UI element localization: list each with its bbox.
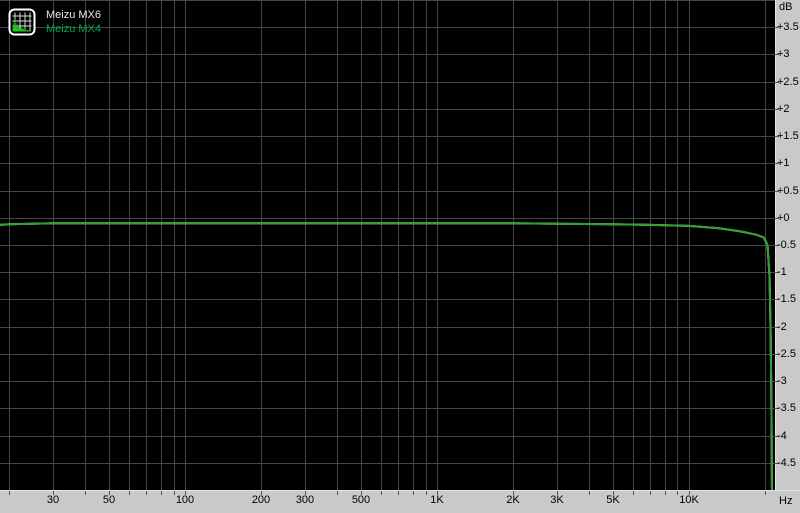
y-tick-label: -1: [777, 266, 787, 278]
y-tick-label: -4: [777, 430, 787, 442]
x-tick-mark: [398, 491, 399, 495]
x-tick-mark: [689, 491, 690, 495]
y-tick-label: +0.5: [777, 185, 799, 197]
x-tick-mark: [613, 491, 614, 495]
x-tick-label: 5K: [606, 494, 620, 506]
x-tick-mark: [85, 491, 86, 495]
y-tick-mark: [775, 136, 779, 137]
x-tick-mark: [513, 491, 514, 495]
y-tick-mark: [775, 109, 779, 110]
y-tick-mark: [775, 191, 779, 192]
y-tick-mark: [775, 54, 779, 55]
x-tick-mark: [305, 491, 306, 495]
y-tick-label: +3.5: [777, 21, 799, 33]
x-tick-mark: [337, 491, 338, 495]
y-tick-mark: [775, 354, 779, 355]
y-tick-mark: [775, 327, 779, 328]
y-tick-label: -0.5: [777, 239, 796, 251]
legend-item-meizu-mx6: Meizu MX6: [46, 9, 102, 21]
y-tick-label: -3: [777, 375, 787, 387]
y-tick-mark: [775, 82, 779, 83]
x-tick-mark: [650, 491, 651, 495]
y-tick-label: +0: [777, 212, 790, 224]
x-tick-label: 50: [102, 494, 116, 506]
x-tick-mark: [129, 491, 130, 495]
legend: Meizu MX6 Meizu MX4: [8, 8, 101, 36]
x-tick-mark: [161, 491, 162, 495]
x-tick-label: 100: [175, 494, 195, 506]
y-tick-label: +1: [777, 157, 790, 169]
x-tick-mark: [361, 491, 362, 495]
y-tick-label: +1.5: [777, 130, 799, 142]
y-tick-mark: [775, 436, 779, 437]
series-line-meizu-mx4: [0, 222, 773, 490]
y-tick-mark: [775, 218, 779, 219]
x-tick-mark: [557, 491, 558, 495]
x-tick-label: 1K: [430, 494, 444, 506]
x-tick-label: 3K: [550, 494, 564, 506]
y-tick-label: +2: [777, 103, 790, 115]
x-tick-mark: [426, 491, 427, 495]
x-tick-mark: [665, 491, 666, 495]
y-tick-label: -3.5: [777, 402, 796, 414]
y-tick-mark: [775, 272, 779, 273]
x-tick-mark: [413, 491, 414, 495]
x-tick-mark: [261, 491, 262, 495]
y-tick-mark: [775, 299, 779, 300]
x-axis: Hz: [0, 490, 800, 513]
x-tick-label: 200: [251, 494, 271, 506]
x-tick-mark: [589, 491, 590, 495]
x-tick-mark: [677, 491, 678, 495]
x-tick-mark: [185, 491, 186, 495]
x-axis-unit-label: Hz: [779, 495, 793, 507]
y-tick-label: -1.5: [777, 293, 796, 305]
y-tick-label: -2: [777, 321, 787, 333]
x-tick-mark: [174, 491, 175, 495]
x-tick-label: 30: [46, 494, 60, 506]
y-tick-mark: [775, 463, 779, 464]
x-tick-mark: [381, 491, 382, 495]
x-tick-label: 300: [295, 494, 315, 506]
y-axis-unit-label: dB: [779, 1, 793, 13]
x-tick-label: 500: [351, 494, 371, 506]
x-tick-mark: [109, 491, 110, 495]
y-tick-label: -2.5: [777, 348, 796, 360]
x-tick-label: 2K: [506, 494, 520, 506]
y-tick-label: -4.5: [777, 457, 796, 469]
y-tick-mark: [775, 27, 779, 28]
y-tick-mark: [775, 408, 779, 409]
x-tick-mark: [53, 491, 54, 495]
spectrum-chart-icon: [8, 8, 36, 36]
y-tick-mark: [775, 245, 779, 246]
legend-item-meizu-mx4: Meizu MX4: [46, 23, 102, 35]
series-line-meizu-mx6: [0, 222, 773, 490]
legend-labels: Meizu MX6 Meizu MX4: [46, 8, 101, 36]
x-tick-mark: [633, 491, 634, 495]
x-tick-label: 10K: [679, 494, 699, 506]
x-tick-mark: [146, 491, 147, 495]
y-tick-label: +3: [777, 48, 790, 60]
x-tick-mark: [9, 491, 10, 495]
plot-area: [0, 0, 775, 490]
y-tick-mark: [775, 381, 779, 382]
y-tick-mark: [775, 163, 779, 164]
y-tick-label: +2.5: [777, 76, 799, 88]
x-tick-mark: [437, 491, 438, 495]
x-tick-mark: [765, 491, 766, 495]
